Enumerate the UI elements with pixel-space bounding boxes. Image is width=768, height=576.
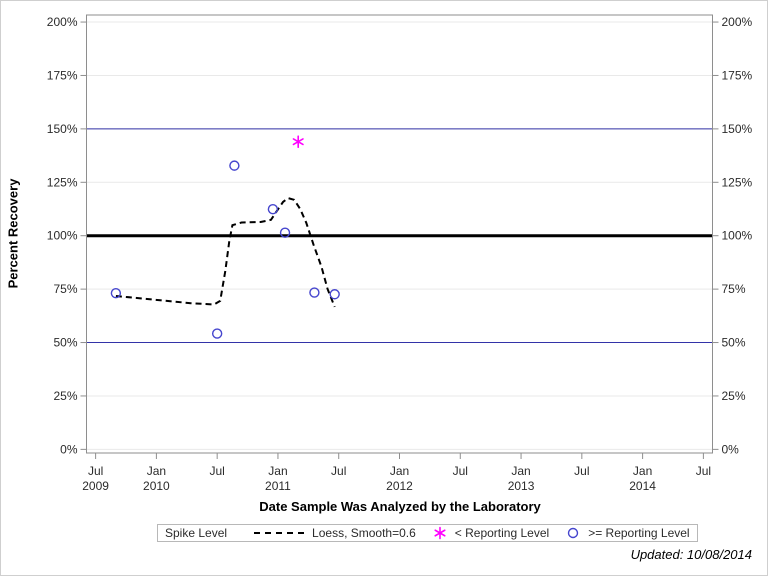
legend-title: Spike Level [165,526,228,540]
lt-reporting-points [292,135,304,148]
y-tick-label-left: 200% [47,15,78,29]
y-tick-label-left: 0% [60,442,78,456]
y-tick-label-right: 25% [722,389,746,403]
scatter-point-circle [309,287,320,298]
plot-area-border [86,14,713,454]
x-axis-title: Date Sample Was Analyzed by the Laborato… [259,499,541,514]
scatter-point-circle [211,328,223,339]
x-tick-label-year: 2014 [629,479,656,493]
x-tick-label-month: Jul [88,464,103,478]
loess-curve [115,197,336,308]
legend-label-lt-reporting: < Reporting Level [454,526,550,540]
y-tick-label-left: 175% [47,68,78,82]
y-tick-label-right: 100% [722,229,753,243]
y-tick-label-right: 75% [722,282,746,296]
y-tick-label-right: 150% [722,122,753,136]
y-tick-label-right: 50% [722,336,746,350]
y-tick-label-left: 50% [53,336,77,350]
updated-timestamp: Updated: 10/08/2014 [630,547,752,562]
y-tick-label-right: 0% [722,442,740,456]
x-tick-label-month: Jul [696,464,711,478]
circle-marker-sample [567,527,579,539]
y-tick-label-left: 25% [53,389,77,403]
circle-marker-sample-icon [566,526,580,540]
asterisk-marker-sample-icon [433,526,447,540]
scatter-point-circle [267,204,279,215]
y-axis-title: Percent Recovery [5,178,21,289]
x-tick-label-year: 2012 [386,479,413,493]
loess-line-sample-icon [254,532,305,534]
x-tick-label-month: Jan [633,464,652,478]
x-tick-label-year: 2011 [265,479,291,493]
y-tick-label-right: 125% [722,175,753,189]
x-tick-label-month: Jul [331,464,346,478]
x-tick-label-month: Jan [511,464,530,478]
x-tick-label-month: Jan [147,464,166,478]
y-tick-label-left: 100% [47,229,78,243]
legend-label-ge-reporting: >= Reporting Level [588,526,690,540]
x-tick-label-year: 2009 [82,479,109,493]
scatter-point-circle [110,287,122,299]
scatter-point-circle [329,289,340,300]
scatter-point-circle [279,227,291,238]
reference-lines [86,128,713,344]
legend-label-loess: Loess, Smooth=0.6 [312,526,416,540]
x-tick-label-month: Jan [268,464,287,478]
x-tick-label-month: Jul [453,464,468,478]
scatter-point-circle [229,160,240,171]
y-tick-label-left: 125% [47,175,78,189]
asterisk-point [434,526,446,540]
x-tick-label-year: 2010 [143,479,170,493]
y-axis: 0% 0% 25% 25% 50% 50% 75% 75% 100% 100% 125% 125% 15… [47,15,753,456]
legend: Spike Level Loess, Smooth=0.6 < Reportin… [157,524,698,542]
x-tick-label-month: Jul [209,464,224,478]
y-tick-label-left: 75% [53,282,77,296]
y-tick-label-right: 175% [722,68,753,82]
x-tick-label-year: 2013 [508,479,535,493]
y-tick-label-left: 150% [47,122,78,136]
y-tick-label-right: 200% [722,15,753,29]
asterisk-point [292,135,304,148]
ge-reporting-points [110,160,340,339]
x-tick-label-month: Jul [574,464,589,478]
x-tick-label-month: Jan [390,464,409,478]
